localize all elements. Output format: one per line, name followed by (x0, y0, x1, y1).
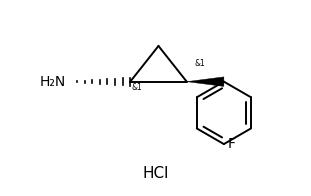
Text: F: F (227, 137, 235, 151)
Polygon shape (187, 77, 224, 86)
Text: H₂N: H₂N (40, 75, 66, 89)
Text: &1: &1 (132, 83, 142, 92)
Text: &1: &1 (194, 59, 205, 68)
Text: HCl: HCl (142, 166, 169, 181)
